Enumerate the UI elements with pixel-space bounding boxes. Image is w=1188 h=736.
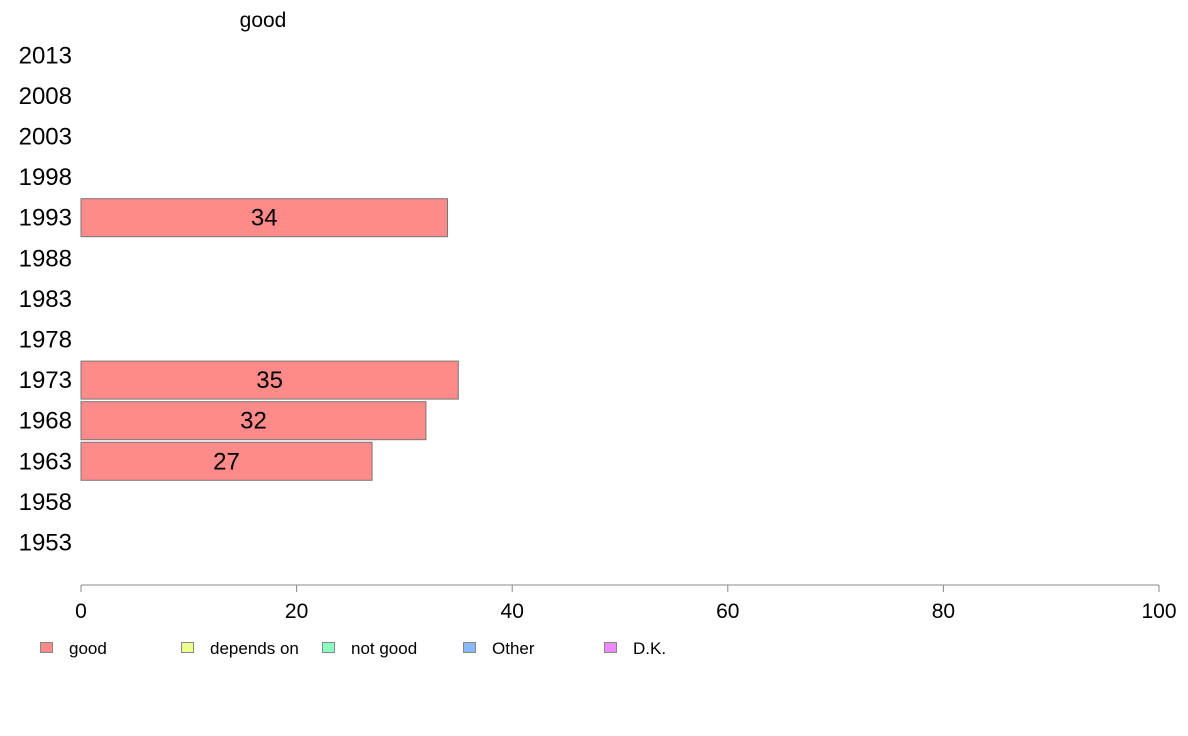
y-tick-label: 1973: [19, 367, 72, 394]
x-tick-label: 80: [932, 600, 955, 623]
x-tick-label: 40: [501, 600, 524, 623]
x-axis: 0 20 40 60 80 100: [75, 584, 1177, 623]
x-tick-label: 20: [285, 600, 308, 623]
legend-label-depends-on: depends on: [210, 639, 299, 658]
legend-swatch-other: [463, 642, 476, 653]
y-tick-label: 1998: [19, 164, 72, 191]
legend-label-dk: D.K.: [633, 639, 667, 658]
data-label-1993: 34: [251, 205, 278, 232]
y-tick-label: 1968: [19, 408, 72, 435]
bar-1963: [80, 441, 373, 481]
bar-1968: [80, 401, 427, 441]
data-label-1973: 35: [256, 367, 283, 394]
y-tick-label: 2013: [19, 42, 72, 69]
y-tick-label: 1953: [19, 530, 72, 557]
x-tick-label: 0: [75, 600, 87, 623]
x-tick-label: 60: [716, 600, 739, 623]
data-label-1963: 27: [213, 448, 240, 475]
legend-swatch-dk: [604, 642, 617, 653]
y-axis-labels: 2013 2008 2003 1998 1993 1988 1983 1978 1973 1968…: [19, 42, 72, 556]
x-tick-label: 100: [1141, 600, 1176, 623]
y-tick-label: 1958: [19, 489, 72, 516]
legend-label-not-good: not good: [351, 639, 418, 658]
y-tick-label: 1983: [19, 286, 72, 313]
legend-swatch-not-good: [322, 642, 335, 653]
bar-1993: [80, 198, 449, 238]
chart-area: good 2013 2008 2003 1998 1993 1988 1983 1978 197…: [19, 9, 1177, 623]
bar-1973: [80, 360, 459, 400]
column-header: good: [240, 9, 287, 32]
data-label-1968: 32: [240, 408, 267, 435]
legend-label-good: good: [69, 639, 107, 658]
legend-swatch-depends-on: [181, 642, 194, 653]
y-tick-label: 2008: [19, 83, 72, 110]
legend-label-other: Other: [492, 639, 535, 658]
legend-swatch-good: [40, 642, 53, 653]
y-tick-label: 1978: [19, 327, 72, 354]
y-tick-label: 1963: [19, 448, 72, 475]
y-tick-label: 1993: [19, 205, 72, 232]
y-tick-label: 1988: [19, 245, 72, 272]
y-tick-label: 2003: [19, 124, 72, 151]
